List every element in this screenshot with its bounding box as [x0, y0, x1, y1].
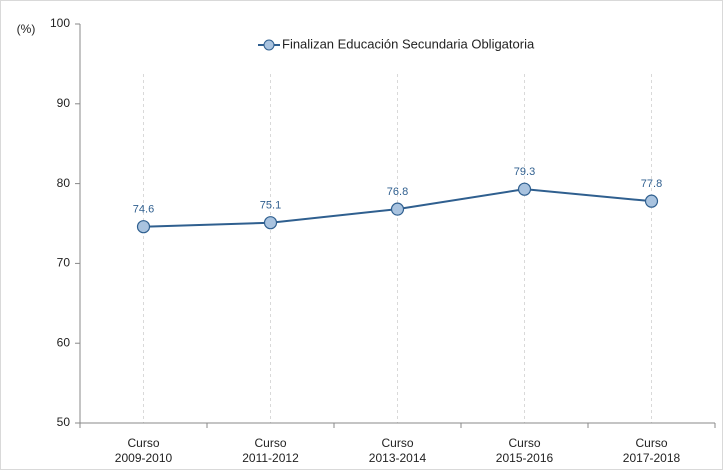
data-point	[136, 220, 151, 234]
data-point	[390, 202, 405, 216]
x-tick-label: Curso 2013-2014	[368, 436, 427, 465]
legend-marker	[263, 39, 275, 51]
y-tick-label: 80	[57, 176, 71, 190]
data-point	[263, 216, 278, 230]
data-label: 77.8	[641, 178, 662, 190]
x-tick-label: Curso 2009-2010	[114, 436, 173, 465]
y-tick-label: 100	[50, 16, 70, 30]
x-tick-label: Curso 2011-2012	[242, 436, 299, 465]
data-point	[644, 194, 659, 208]
y-tick-label: 90	[57, 96, 71, 110]
y-axis-label: (%)	[17, 22, 36, 36]
data-label: 76.8	[387, 186, 408, 198]
data-point	[517, 182, 532, 196]
y-tick-label: 50	[57, 415, 71, 429]
data-label: 79.3	[514, 166, 535, 178]
y-tick-label: 70	[57, 256, 71, 270]
x-tick-label: Curso 2017-2018	[622, 436, 681, 465]
data-label: 74.6	[133, 204, 154, 216]
data-label: 75.1	[260, 200, 281, 212]
y-tick-label: 60	[57, 335, 71, 349]
legend-label: Finalizan Educación Secundaria Obligator…	[282, 36, 535, 51]
x-tick-label: Curso 2015-2016	[495, 436, 554, 465]
